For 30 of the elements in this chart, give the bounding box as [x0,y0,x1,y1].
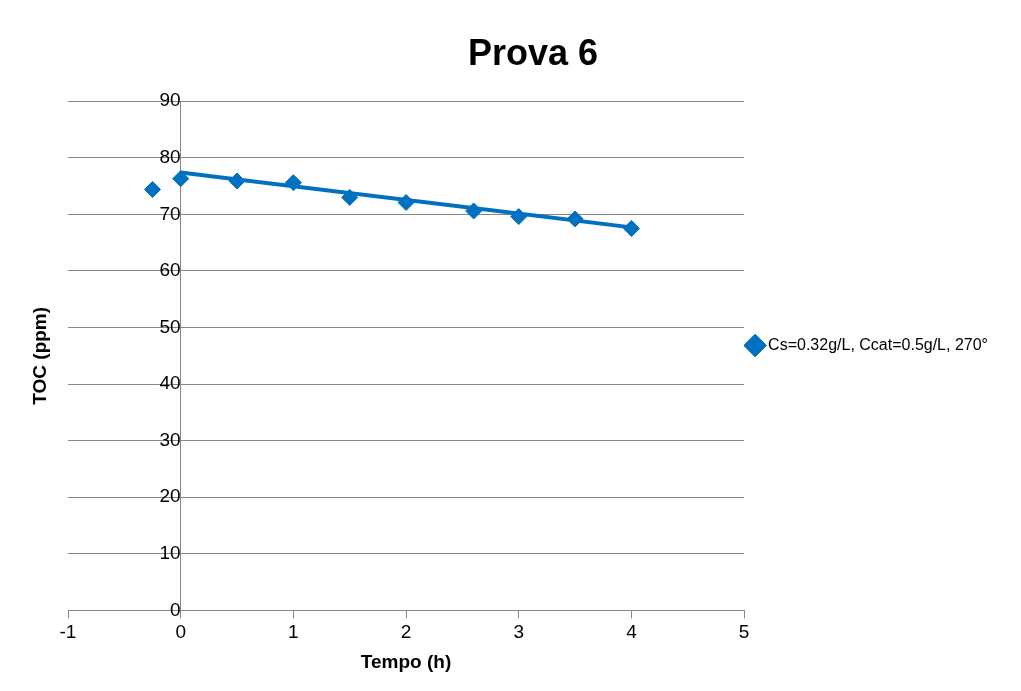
y-tick-label: 50 [159,315,181,337]
legend-label: Cs=0.32g/L, Ccat=0.5g/L, 270° [768,335,989,353]
x-tick-label: -1 [59,621,77,643]
point [284,174,302,192]
y-axis-title: TOC (ppm) [28,306,50,405]
point [622,220,640,237]
point [566,210,584,228]
y-tick-label: 70 [159,202,181,224]
point [228,172,246,190]
y-tick-label: 60 [159,259,181,281]
x-tick-label: 2 [400,621,412,643]
point [172,170,190,188]
point [510,208,528,226]
point [397,193,415,211]
chart-title: Prova 6 [467,31,599,73]
y-tick-label: 0 [170,598,181,620]
y-tick-label: 40 [159,372,181,394]
y-tick-label: 80 [159,146,181,168]
y-tick-label: 10 [159,542,181,564]
y-tick-label: 20 [159,485,181,507]
point [144,180,162,198]
point [465,202,483,220]
y-tick-label: 30 [159,428,181,450]
x-axis-title: Tempo (h) [360,650,452,672]
y-tick-label: 90 [159,89,181,111]
x-tick-label: 4 [626,621,638,643]
point [341,188,359,206]
x-tick-label: 5 [738,621,750,643]
x-tick-label: 3 [513,621,525,643]
x-tick-label: 1 [288,621,299,643]
